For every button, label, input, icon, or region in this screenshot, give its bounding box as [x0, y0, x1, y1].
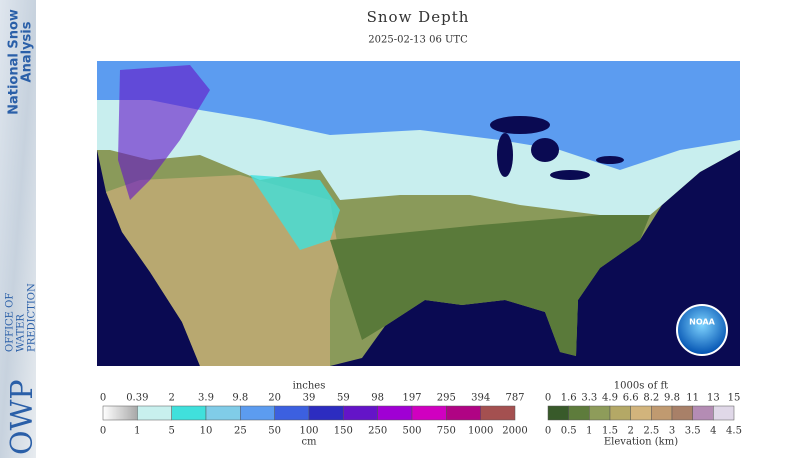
noaa-logo — [676, 304, 728, 356]
legend-swatch — [713, 405, 735, 421]
legend-label: 0 — [545, 393, 551, 404]
owp-line: PREDICTION — [27, 283, 38, 352]
legend-label: 1.6 — [561, 393, 577, 404]
legend-swatch — [308, 405, 344, 421]
legend-label: 100 — [299, 426, 318, 437]
legend-label: 9.8 — [664, 393, 680, 404]
legend-label: 3 — [669, 426, 675, 437]
legend-swatch — [343, 405, 378, 421]
legend-label: 1 — [134, 426, 140, 437]
owp-name: OFFICE OF WATER PREDICTION — [5, 283, 38, 352]
snow-moderate — [97, 61, 740, 170]
legend-label: 3.3 — [581, 393, 597, 404]
legend-swatch — [589, 405, 611, 421]
map: NOAA — [97, 61, 740, 366]
legend-label: 750 — [437, 426, 456, 437]
lake-huron — [531, 138, 559, 162]
legend-label: 197 — [402, 393, 421, 404]
legend-swatch — [480, 405, 516, 421]
legend-label: 0 — [100, 393, 106, 404]
legend-unit: inches — [293, 381, 326, 392]
legend-swatch — [651, 405, 673, 421]
legend-swatch — [692, 405, 714, 421]
legend-swatch — [630, 405, 652, 421]
land-southeast — [330, 215, 650, 356]
legend-label: 13 — [707, 393, 720, 404]
legend-label: 394 — [471, 393, 490, 404]
legend-label: 98 — [371, 393, 384, 404]
legend-label: 4.9 — [602, 393, 618, 404]
legend-label: 8.2 — [643, 393, 659, 404]
legend-swatch — [205, 405, 241, 421]
legend-label: 787 — [505, 393, 524, 404]
legend-label: 3.9 — [198, 393, 214, 404]
legend-label: 0.5 — [561, 426, 577, 437]
legend-label: 9.8 — [232, 393, 248, 404]
legend-swatch — [377, 405, 413, 421]
legend-swatch — [171, 405, 207, 421]
legend-unit: cm — [301, 437, 317, 448]
snow-mountain — [250, 175, 340, 250]
legend-label: 15 — [728, 393, 741, 404]
legend-label: 0.39 — [126, 393, 148, 404]
land-west — [106, 175, 340, 366]
owp-line: OFFICE OF — [5, 293, 16, 352]
legend-label: 11 — [686, 393, 699, 404]
lake-erie — [550, 170, 590, 180]
legend-label: 50 — [268, 426, 281, 437]
legend-label: 0 — [545, 426, 551, 437]
noaa-text: NOAA — [689, 318, 715, 327]
legend-label: 2.5 — [643, 426, 659, 437]
legend-label: 2000 — [502, 426, 527, 437]
lake-michigan — [497, 133, 513, 177]
lake-superior — [490, 116, 550, 134]
legend-label: 500 — [402, 426, 421, 437]
legend-swatch — [274, 405, 310, 421]
sidebar-title-line: Analysis — [20, 21, 35, 82]
legend-swatch — [411, 405, 447, 421]
legend-unit: Elevation (km) — [604, 437, 678, 448]
legend-label: 4.5 — [726, 426, 742, 437]
legend-label: 20 — [268, 393, 281, 404]
legend-swatch — [446, 405, 481, 421]
snow-deep — [118, 65, 210, 200]
legend-label: 4 — [710, 426, 716, 437]
legend-swatch — [671, 405, 693, 421]
legend-label: 150 — [334, 426, 353, 437]
legend-unit: 1000s of ft — [614, 381, 668, 392]
legend-swatch — [102, 405, 138, 421]
legend-label: 1.5 — [602, 426, 618, 437]
sidebar — [0, 0, 36, 458]
sidebar-title-line: National Snow — [7, 9, 22, 115]
owp-logo: OWP — [5, 379, 40, 455]
legend-label: 295 — [437, 393, 456, 404]
legend-label: 1000 — [468, 426, 493, 437]
legend-label: 6.6 — [623, 393, 639, 404]
legend-label: 0 — [100, 426, 106, 437]
legend-swatch — [568, 405, 590, 421]
legend-label: 10 — [200, 426, 213, 437]
legend-label: 59 — [337, 393, 350, 404]
legend-label: 3.5 — [685, 426, 701, 437]
legend-label: 250 — [368, 426, 387, 437]
lake-ontario — [596, 156, 624, 164]
subtitle: 2025-02-13 06 UTC — [368, 35, 468, 46]
legend-swatch — [240, 405, 275, 421]
legend-label: 2 — [168, 393, 174, 404]
owp-line: WATER — [16, 314, 27, 352]
sidebar-title: National Snow Analysis — [7, 9, 35, 115]
legend-label: 25 — [234, 426, 247, 437]
legend-swatch — [547, 405, 569, 421]
title: Snow Depth — [367, 8, 470, 26]
legend-label: 39 — [303, 393, 316, 404]
legend-swatch — [137, 405, 172, 421]
legend-label: 5 — [168, 426, 174, 437]
legend-label: 1 — [586, 426, 592, 437]
legend-swatch — [609, 405, 631, 421]
legend-label: 2 — [627, 426, 633, 437]
